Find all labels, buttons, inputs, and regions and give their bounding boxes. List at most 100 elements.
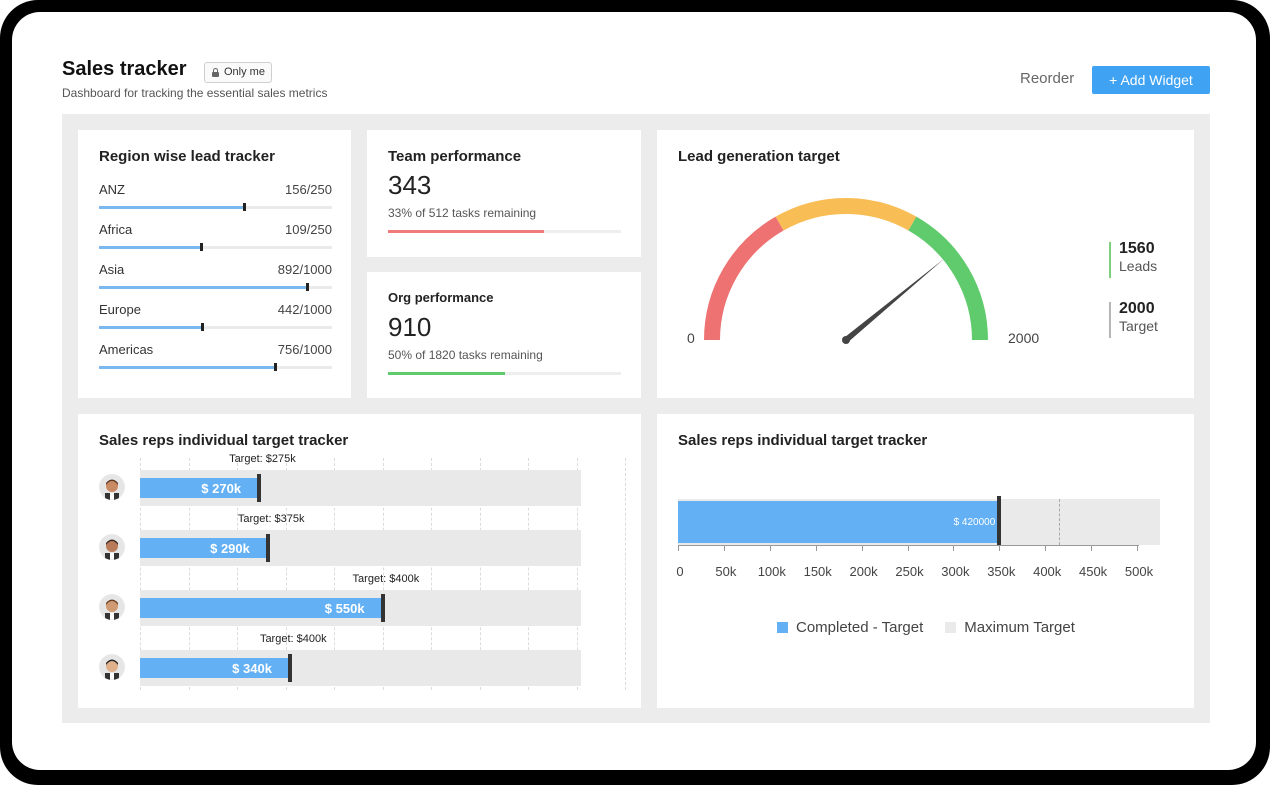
- card-title: Org performance: [388, 290, 494, 305]
- region-progress-marker: [243, 203, 247, 211]
- grid-line: [528, 458, 529, 690]
- rep-avatar: [99, 474, 125, 500]
- x-axis-tick-label: 400k: [1033, 564, 1062, 579]
- region-value: 892/1000: [277, 262, 332, 277]
- region-lead-card: Region wise lead tracker ANZ 156/250 Afric…: [78, 130, 351, 398]
- region-progress-marker: [200, 323, 204, 331]
- leads-legend-bar: [1109, 242, 1111, 278]
- region-value: 156/250: [285, 182, 332, 197]
- bar-value-label: $ 420000: [953, 516, 996, 528]
- legend-item[interactable]: Completed - Target: [777, 619, 923, 636]
- sales-reps-card: Sales reps individual target tracker $ 2…: [78, 414, 641, 708]
- target-legend: 2000 Target: [1109, 300, 1158, 338]
- team-remaining: 33% of 512 tasks remaining: [388, 206, 537, 220]
- reorder-button[interactable]: Reorder: [1020, 70, 1075, 87]
- x-axis-tick-label: 50k: [715, 564, 737, 579]
- x-axis-tick-label: 350k: [987, 564, 1016, 579]
- visibility-badge[interactable]: Only me: [204, 62, 272, 83]
- grid-line: [237, 458, 238, 690]
- rep-avatar: [99, 654, 125, 680]
- region-progress-fill: [99, 366, 276, 369]
- leads-label: Leads: [1119, 258, 1158, 274]
- target-legend-bar: [1109, 302, 1111, 338]
- rep-progress-bar: $ 290k: [140, 538, 268, 558]
- legend-swatch: [945, 622, 957, 633]
- widget-canvas: Region wise lead tracker ANZ 156/250 Afric…: [62, 114, 1210, 723]
- visibility-label: Only me: [224, 66, 265, 78]
- region-name: Asia: [99, 262, 125, 277]
- legend-swatch: [777, 622, 788, 633]
- region-progress-marker: [305, 283, 309, 291]
- rep-value-label: $ 550k: [324, 600, 365, 616]
- region-row: Asia 892/1000: [99, 262, 332, 292]
- region-name: ANZ: [99, 182, 125, 197]
- x-axis-tick: [861, 545, 863, 551]
- region-progress-track: [99, 203, 332, 211]
- gauge-mid-segment: [775, 198, 917, 231]
- rep-value-label: $ 270k: [201, 480, 242, 496]
- region-progress-track: [99, 363, 332, 371]
- rep-target-label: Target: $400k: [352, 573, 420, 585]
- card-title: Sales reps individual target tracker: [678, 432, 928, 449]
- person-icon: [99, 654, 125, 680]
- target-value: 2000: [1119, 300, 1155, 317]
- page-title: Sales tracker: [62, 58, 187, 80]
- rep-progress-marker: [265, 534, 270, 562]
- gauge-high-segment: [908, 216, 988, 341]
- x-axis-tick: [999, 545, 1001, 551]
- region-value: 442/1000: [277, 302, 332, 317]
- dashboard-screen: Sales tracker Only me Dashboard for trac…: [12, 12, 1256, 770]
- team-progress-fill: [388, 230, 545, 233]
- org-progress-fill: [388, 372, 505, 375]
- bar-marker: [997, 496, 1002, 546]
- gauge-min-label: 0: [687, 330, 695, 346]
- x-axis-tick: [1091, 545, 1093, 551]
- x-axis-tick-label: 0: [676, 564, 684, 579]
- region-progress-track: [99, 243, 332, 251]
- region-progress-track: [99, 323, 332, 331]
- x-axis-tick-label: 200k: [849, 564, 878, 579]
- gauge-max-label: 2000: [1008, 330, 1040, 346]
- lead-generation-card: Lead generation target 0 2000 1560 Leads…: [657, 130, 1194, 398]
- person-icon: [99, 534, 125, 560]
- team-performance-card: Team performance 343 33% of 512 tasks re…: [367, 130, 641, 257]
- region-name: Africa: [99, 222, 133, 237]
- region-row: Europe 442/1000: [99, 302, 332, 332]
- legend-item[interactable]: Maximum Target: [945, 619, 1075, 636]
- bar-completed: $ 420000: [678, 501, 1000, 543]
- grid-line: [479, 458, 481, 690]
- gauge-hub: [842, 336, 850, 344]
- x-axis-tick: [907, 545, 909, 551]
- rep-target-label: Target: $275k: [229, 453, 296, 465]
- region-row: Americas 756/1000: [99, 342, 332, 372]
- grid-line: [431, 458, 432, 690]
- grid-line: [334, 458, 335, 690]
- rep-avatar: [99, 534, 125, 560]
- x-axis-tick-label: 150k: [803, 564, 832, 579]
- target-label: Target: [1119, 318, 1158, 334]
- x-axis-tick: [953, 545, 955, 551]
- grid-line: [140, 458, 141, 690]
- rep-value-label: $ 290k: [210, 540, 250, 556]
- region-progress-fill: [99, 326, 202, 329]
- lock-icon: [211, 68, 220, 77]
- rep-value-label: $ 340k: [232, 660, 272, 676]
- add-widget-button[interactable]: + Add Widget: [1092, 66, 1210, 94]
- region-progress-fill: [99, 206, 245, 209]
- region-value: 756/1000: [277, 342, 332, 357]
- x-axis-tick-label: 300k: [941, 564, 970, 579]
- grid-line: [188, 458, 190, 690]
- org-progress-track: [388, 372, 621, 375]
- region-name: Europe: [99, 302, 141, 317]
- region-progress-track: [99, 283, 332, 291]
- card-title: Team performance: [388, 148, 522, 165]
- rep-progress-marker: [257, 474, 262, 502]
- gauge-needle: [844, 258, 945, 343]
- region-progress-marker: [199, 243, 203, 251]
- x-axis-tick: [723, 545, 725, 551]
- x-axis-tick-label: 500k: [1124, 564, 1154, 579]
- rep-avatar: [99, 594, 125, 620]
- x-axis-tick: [1045, 545, 1047, 551]
- org-remaining: 50% of 1820 tasks remaining: [388, 348, 543, 362]
- rep-progress-marker: [287, 654, 292, 682]
